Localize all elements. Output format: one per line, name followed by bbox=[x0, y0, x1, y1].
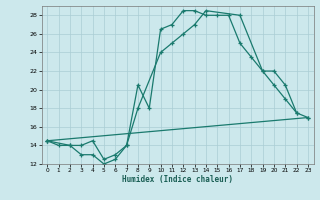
X-axis label: Humidex (Indice chaleur): Humidex (Indice chaleur) bbox=[122, 175, 233, 184]
